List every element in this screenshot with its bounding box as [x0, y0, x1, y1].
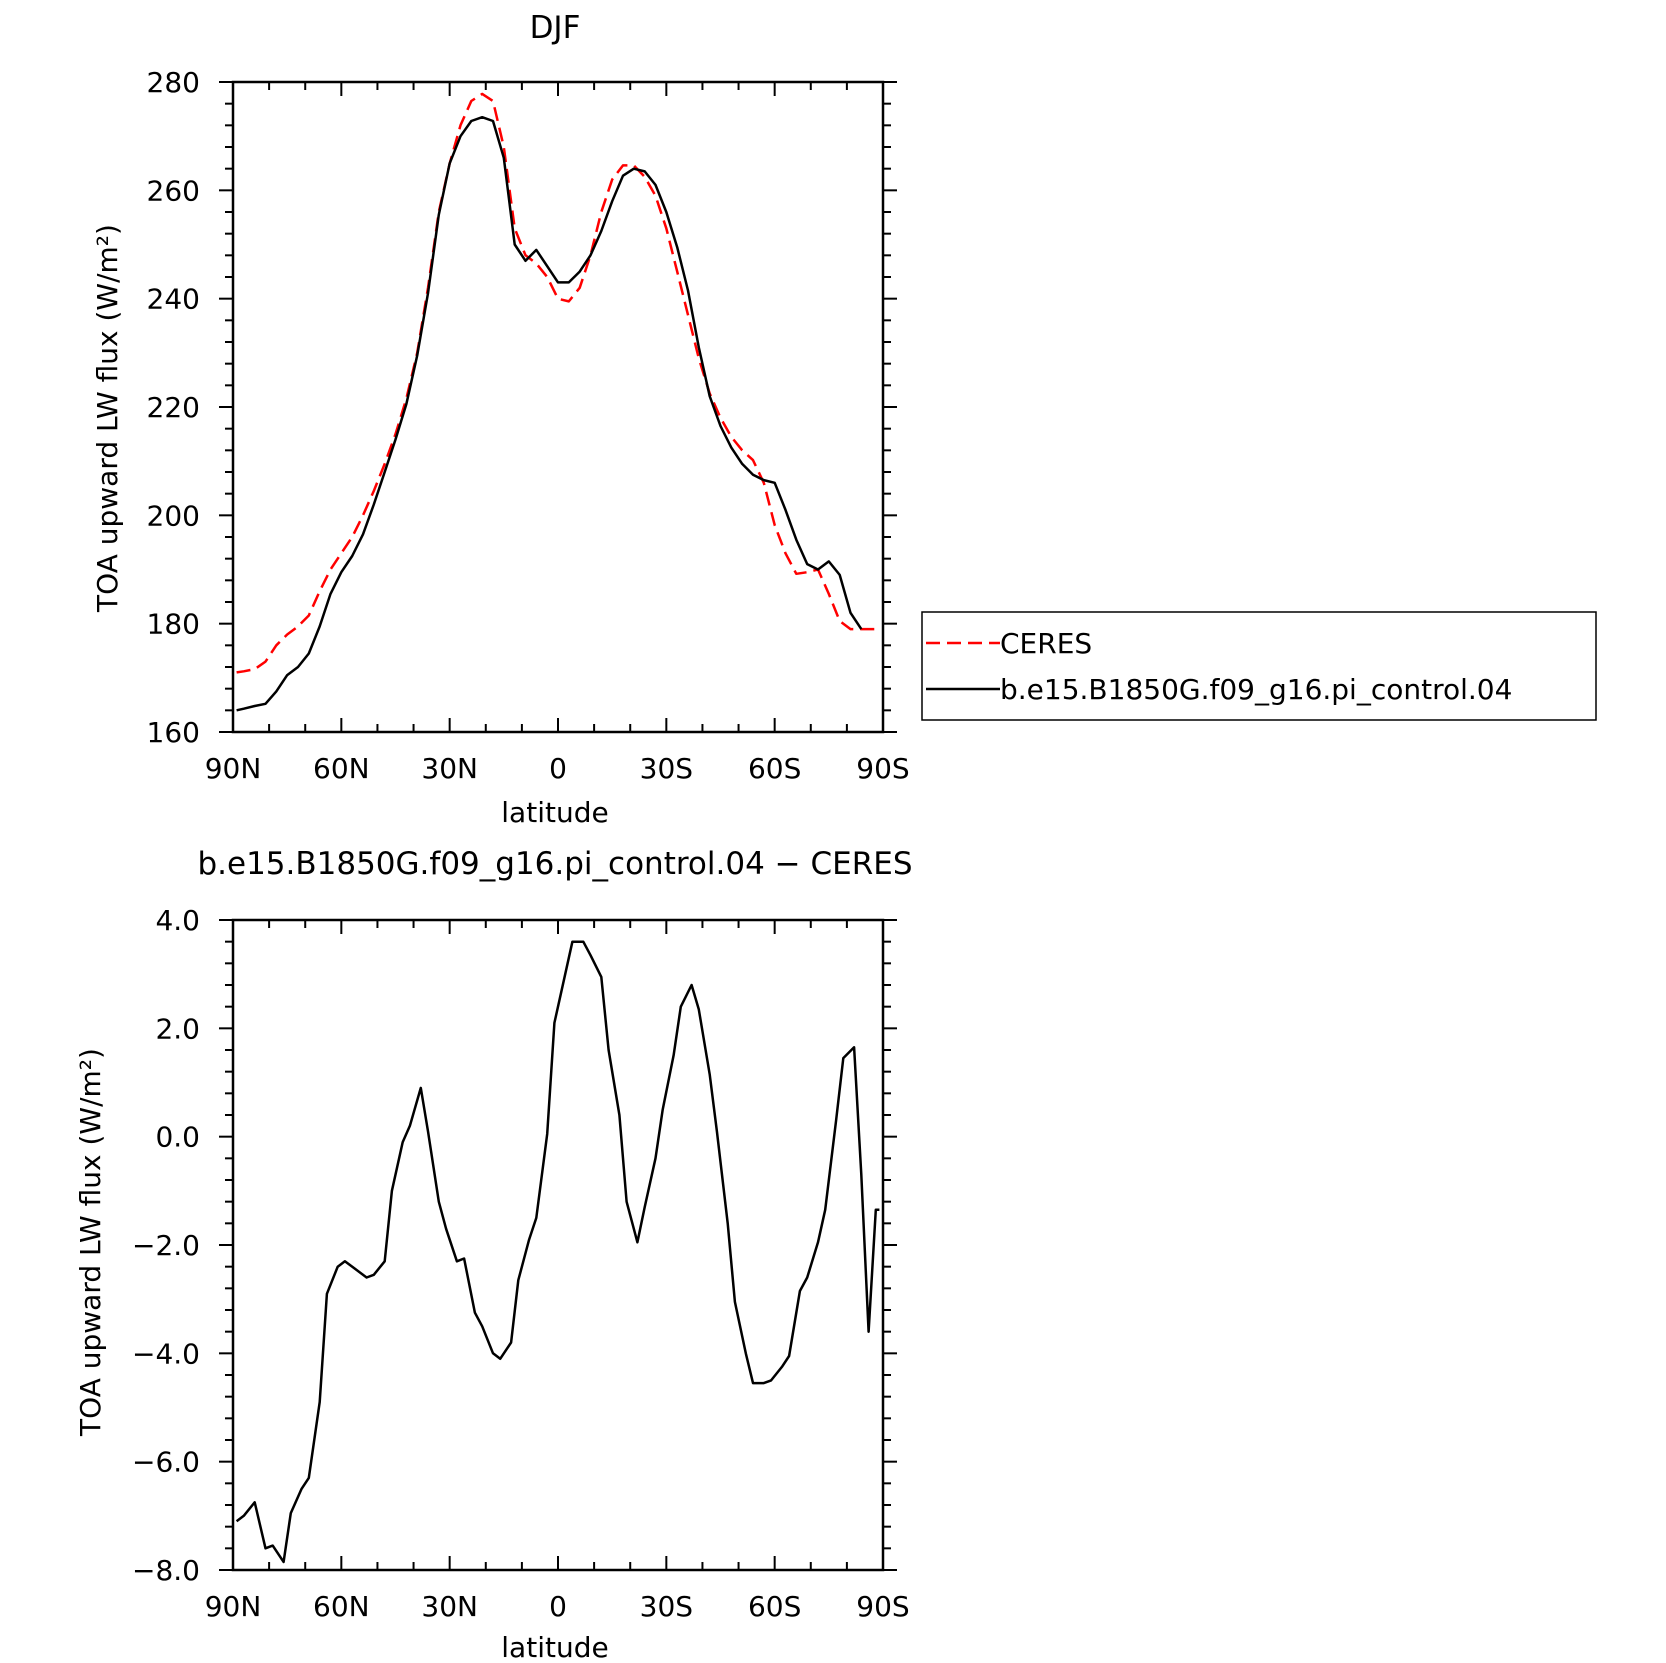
bottom-x-tick-label: 0	[549, 1590, 567, 1623]
top-y-tick-label: 180	[147, 608, 200, 641]
bottom-x-tick-label: 30S	[640, 1590, 693, 1623]
bottom-x-tick-label: 90S	[856, 1590, 909, 1623]
top-x-tick-label: 60N	[313, 752, 370, 785]
bottom-panel: b.e15.B1850G.f09_g16.pi_control.04 − CER…	[74, 846, 913, 1663]
top-series-b-e15-b1850g-f09-g16-pi-control-04-line	[236, 115, 863, 712]
top-x-tick-label: 90N	[205, 752, 262, 785]
top-chart-title: DJF	[530, 10, 581, 46]
bottom-y-tick-label: −6.0	[132, 1446, 200, 1479]
top-y-tick-label: 280	[147, 66, 200, 99]
top-y-axis-label: TOA upward LW flux (W/m²)	[91, 224, 124, 613]
bottom-x-tick-label: 60S	[748, 1590, 801, 1623]
bottom-y-tick-label: 4.0	[155, 904, 200, 937]
top-x-tick-label: 30N	[421, 752, 478, 785]
top-x-tick-label: 0	[549, 752, 567, 785]
top-x-tick-label: 90S	[856, 752, 909, 785]
bottom-y-tick-label: 0.0	[155, 1121, 200, 1154]
bottom-series-difference-line	[235, 940, 880, 1564]
bottom-x-tick-label: 30N	[421, 1590, 478, 1623]
bottom-y-tick-label: −2.0	[132, 1229, 200, 1262]
bottom-y-axis-label: TOA upward LW flux (W/m²)	[74, 1048, 107, 1437]
legend: CERES b.e15.B1850G.f09_g16.pi_control.04	[921, 611, 1597, 721]
top-x-tick-label: 30S	[640, 752, 693, 785]
top-panel: DJF 90N 60N 30N 0 30S 60S 90S 160 180 200 220 240 26…	[91, 10, 1597, 829]
bottom-x-tick-label: 90N	[205, 1590, 262, 1623]
bottom-y-tick-label: −8.0	[132, 1554, 200, 1587]
bottom-y-tick-label: −4.0	[132, 1337, 200, 1370]
bottom-x-axis-label: latitude	[501, 1631, 608, 1663]
legend-model-label: b.e15.B1850G.f09_g16.pi_control.04	[1000, 673, 1512, 706]
top-x-tick-label: 60S	[748, 752, 801, 785]
legend-ceres-label: CERES	[1000, 627, 1092, 660]
top-y-tick-label: 260	[147, 174, 200, 207]
bottom-y-tick-label: 2.0	[155, 1012, 200, 1045]
top-x-axis-label: latitude	[501, 796, 608, 829]
top-y-tick-label: 220	[147, 391, 200, 424]
top-plot-area: 90N 60N 30N 0 30S 60S 90S 160 180 200 220 240 260 280	[147, 66, 910, 785]
top-y-tick-label: 160	[147, 716, 200, 749]
top-y-tick-label: 200	[147, 499, 200, 532]
bottom-x-tick-label: 60N	[313, 1590, 370, 1623]
top-series-ceres-line	[236, 92, 880, 674]
legend-box	[921, 611, 1597, 721]
bottom-plot-area: 90N 60N 30N 0 30S 60S 90S −8.0 −6.0 −4.0 −2.0 0.0 2.…	[132, 904, 910, 1623]
top-y-tick-label: 240	[147, 283, 200, 316]
bottom-chart-title: b.e15.B1850G.f09_g16.pi_control.04 − CER…	[197, 846, 912, 882]
